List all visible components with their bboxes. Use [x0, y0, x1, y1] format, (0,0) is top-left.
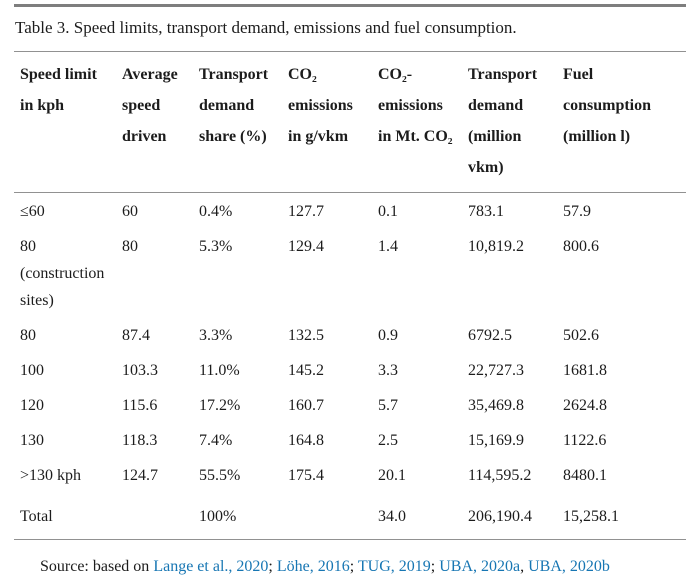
- table-cell: 1.4: [378, 238, 398, 255]
- table-cell: 5.3%: [199, 238, 233, 255]
- table-cell: 160.7: [288, 397, 324, 414]
- table-cell: ≤60: [20, 203, 45, 220]
- citation-link-tug-2019[interactable]: TUG, 2019: [357, 558, 431, 575]
- table-cell: 206,190.4: [468, 492, 563, 540]
- separator: ;: [349, 558, 358, 575]
- table-cell: 11.0%: [199, 362, 240, 379]
- table-cell: 130: [20, 432, 44, 449]
- table-cell: 15,169.9: [468, 432, 524, 449]
- table-row: 100 103.3 11.0% 145.2 3.3 22,727.3 1681.…: [14, 352, 686, 387]
- table-cell: 60: [122, 203, 138, 220]
- table-cell: 502.6: [563, 327, 599, 344]
- table-cell: 17.2%: [199, 397, 241, 414]
- citation-link-uba-2020b[interactable]: UBA, 2020b: [528, 558, 610, 575]
- table-row: ≤60 60 0.4% 127.7 0.1 783.1 57.9: [14, 193, 686, 229]
- table-cell: 80 (construction sites): [20, 238, 105, 309]
- table-cell: 1122.6: [563, 432, 607, 449]
- separator: ;: [268, 558, 277, 575]
- table-cell: 0.9: [378, 327, 398, 344]
- table-cell: 114,595.2: [468, 467, 532, 484]
- table-cell: 120: [20, 397, 44, 414]
- separator: ;: [430, 558, 440, 575]
- table-cell: 35,469.8: [468, 397, 524, 414]
- table-cell: 80: [122, 238, 138, 255]
- table-cell: 100: [20, 362, 44, 379]
- table-cell: 10,819.2: [468, 238, 524, 255]
- table-cell: 5.7: [378, 397, 398, 414]
- table-cell: 34.0: [378, 492, 468, 540]
- speed-limits-table: Speed limit in kph Average speed driven …: [14, 51, 686, 540]
- table-cell: 0.4%: [199, 203, 233, 220]
- top-rule: [14, 4, 686, 7]
- source-note: Source: based on Lange et al., 2020; Löh…: [40, 556, 673, 578]
- table-cell: 57.9: [563, 203, 591, 220]
- table-cell: 118.3: [122, 432, 158, 449]
- citation-link-loehe-2016[interactable]: Löhe, 2016: [276, 558, 350, 575]
- table-row: 120 115.6 17.2% 160.7 5.7 35,469.8 2624.…: [14, 387, 686, 422]
- table-cell: 2624.8: [563, 397, 607, 414]
- table-caption: Table 3. Speed limits, transport demand,…: [15, 18, 517, 37]
- table-cell: 15,258.1: [563, 492, 686, 540]
- table-cell: 800.6: [563, 238, 599, 255]
- table-cell: 7.4%: [199, 432, 233, 449]
- table-cell: Total: [14, 492, 122, 540]
- column-header-average-speed: Average speed driven: [122, 51, 199, 193]
- citation-link-uba-2020a[interactable]: UBA, 2020a: [439, 558, 521, 575]
- separator: ,: [520, 558, 529, 575]
- table-cell: 100%: [199, 492, 288, 540]
- table-cell: 3.3%: [199, 327, 233, 344]
- table-cell: 0.1: [378, 203, 398, 220]
- column-header-speed-limit: Speed limit in kph: [14, 51, 122, 193]
- column-header-fuel: Fuel consumption (million l): [563, 51, 686, 193]
- table-row: 80 87.4 3.3% 132.5 0.9 6792.5 502.6: [14, 317, 686, 352]
- table-cell: >130 kph: [20, 467, 82, 484]
- table-cell: 175.4: [288, 467, 324, 484]
- table-cell: 129.4: [288, 238, 324, 255]
- table-cell: 164.8: [288, 432, 324, 449]
- table-cell: 103.3: [122, 362, 158, 379]
- table-cell: 2.5: [378, 432, 398, 449]
- table-cell: [288, 492, 378, 540]
- table-cell: 87.4: [122, 327, 150, 344]
- table-cell: 132.5: [288, 327, 324, 344]
- source-prefix: Source: based on: [40, 558, 154, 575]
- table-cell: 6792.5: [468, 327, 512, 344]
- table-cell: 1681.8: [563, 362, 607, 379]
- table-cell: 783.1: [468, 203, 504, 220]
- table-row-total: Total 100% 34.0 206,190.4 15,258.1: [14, 492, 686, 540]
- table-row: 80 (construction sites) 80 5.3% 129.4 1.…: [14, 228, 686, 317]
- citation-link-lange-2020[interactable]: Lange et al., 2020: [153, 558, 269, 575]
- column-header-co2-gvkm: CO₂ emissions in g/vkm: [288, 51, 378, 193]
- table-cell: 8480.1: [563, 467, 607, 484]
- table-row: >130 kph 124.7 55.5% 175.4 20.1 114,595.…: [14, 457, 686, 492]
- table-cell: 20.1: [378, 467, 406, 484]
- table-cell: 55.5%: [199, 467, 241, 484]
- table-cell: 115.6: [122, 397, 158, 414]
- table-cell: 80: [20, 327, 36, 344]
- table-row: 130 118.3 7.4% 164.8 2.5 15,169.9 1122.6: [14, 422, 686, 457]
- header-row: Speed limit in kph Average speed driven …: [14, 51, 686, 193]
- table-cell: 127.7: [288, 203, 324, 220]
- table-cell: 3.3: [378, 362, 398, 379]
- table-cell: 124.7: [122, 467, 158, 484]
- column-header-demand-vkm: Transport demand (million vkm): [468, 51, 563, 193]
- table-cell: [122, 492, 199, 540]
- table-cell: 22,727.3: [468, 362, 524, 379]
- column-header-co2-mt: CO₂- emissions in Mt. CO₂: [378, 51, 468, 193]
- column-header-demand-share: Transport demand share (%): [199, 51, 288, 193]
- table-cell: 145.2: [288, 362, 324, 379]
